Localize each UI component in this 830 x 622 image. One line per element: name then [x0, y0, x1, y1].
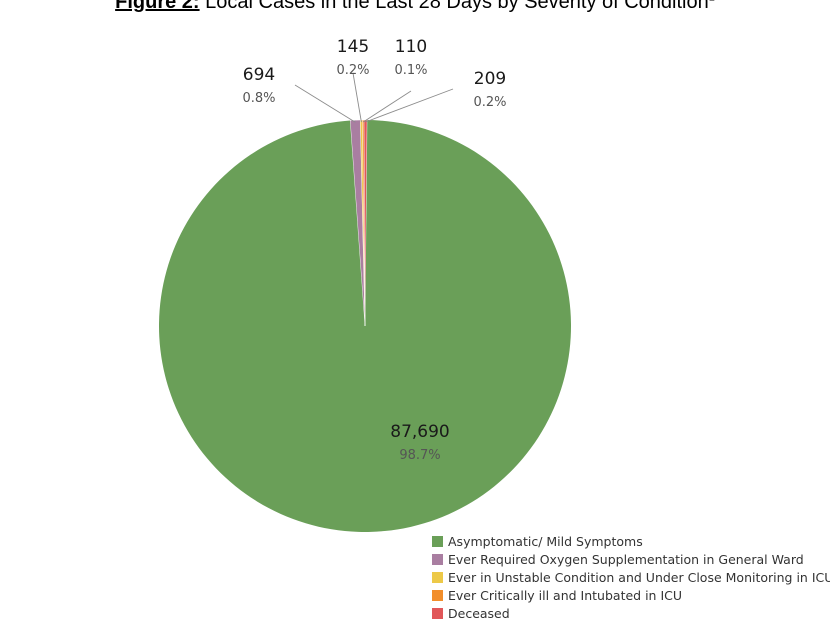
- value-label-ever-required-oxygen-supplementation-in-general-ward: 694: [243, 65, 275, 85]
- slice-asymptomatic-mild-symptoms: [159, 120, 572, 532]
- percent-label-ever-in-unstable-condition-and-under-close-monitoring-in-icu: 0.2%: [336, 63, 369, 78]
- figure-title-text: Local Cases in the Last 28 Days by Sever…: [205, 0, 709, 13]
- figure-label: Figure 2:: [115, 0, 200, 13]
- percent-label-asymptomatic-mild-symptoms: 98.7%: [399, 448, 440, 463]
- percent-label-deceased: 0.2%: [473, 95, 506, 110]
- legend: Asymptomatic/ Mild Symptoms Ever Required…: [432, 534, 830, 621]
- value-label-ever-critically-ill-and-intubated-in-icu: 110: [395, 37, 427, 57]
- value-label-deceased: 209: [474, 69, 506, 89]
- legend-swatch-ever-critically-ill-and-intubated-in-icu: [432, 590, 443, 601]
- title-footnote: 1: [709, 0, 715, 3]
- leader-line-ever-in-unstable-condition-and-under-close-monitoring-in-icu: [352, 72, 362, 123]
- legend-swatch-ever-required-oxygen-supplementation-in-general-ward: [432, 554, 443, 565]
- legend-label-deceased: Deceased: [448, 606, 510, 621]
- legend-swatch-asymptomatic-mild-symptoms: [432, 536, 443, 547]
- legend-label-ever-critically-ill-and-intubated-in-icu: Ever Critically ill and Intubated in ICU: [448, 588, 682, 603]
- percent-label-ever-critically-ill-and-intubated-in-icu: 0.1%: [394, 63, 427, 78]
- chart-title: Figure 2: Local Cases in the Last 28 Day…: [0, 0, 830, 13]
- pie-slices: [159, 119, 572, 532]
- legend-label-ever-required-oxygen-supplementation-in-general-ward: Ever Required Oxygen Supplementation in …: [448, 552, 804, 567]
- leader-line-deceased: [365, 88, 454, 123]
- legend-swatch-deceased: [432, 608, 443, 619]
- legend-label-asymptomatic-mild-symptoms: Asymptomatic/ Mild Symptoms: [448, 534, 643, 549]
- percent-label-ever-required-oxygen-supplementation-in-general-ward: 0.8%: [242, 91, 275, 106]
- leader-lines: [294, 72, 454, 123]
- legend-swatch-ever-in-unstable-condition-and-under-close-monitoring-in-icu: [432, 572, 443, 583]
- leader-line-ever-critically-ill-and-intubated-in-icu: [362, 90, 412, 123]
- data-labels: 87,690 98.7% 694 0.8% 145 0.2% 110 0.1% 209 0.2%: [242, 37, 506, 463]
- leader-line-ever-required-oxygen-supplementation-in-general-ward: [294, 84, 356, 123]
- value-label-asymptomatic-mild-symptoms: 87,690: [390, 422, 449, 442]
- legend-label-ever-in-unstable-condition-and-under-close-monitoring-in-icu: Ever in Unstable Condition and Under Clo…: [448, 570, 830, 585]
- value-label-ever-in-unstable-condition-and-under-close-monitoring-in-icu: 145: [337, 37, 369, 57]
